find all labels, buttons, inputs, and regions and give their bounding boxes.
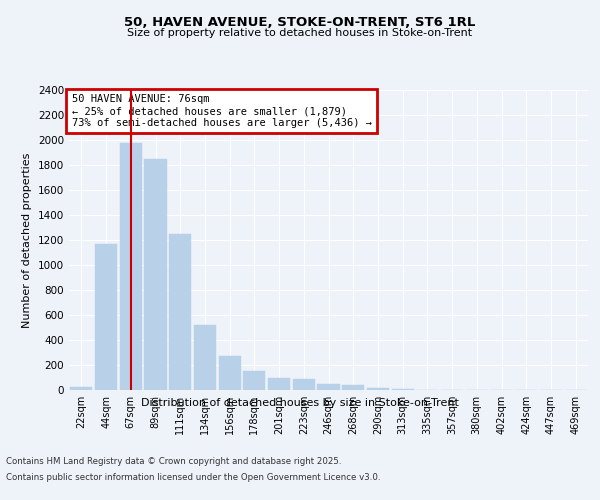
Bar xyxy=(317,384,340,390)
Bar xyxy=(243,370,265,390)
Text: 50, HAVEN AVENUE, STOKE-ON-TRENT, ST6 1RL: 50, HAVEN AVENUE, STOKE-ON-TRENT, ST6 1R… xyxy=(124,16,476,29)
Bar xyxy=(342,385,364,390)
Text: Contains public sector information licensed under the Open Government Licence v3: Contains public sector information licen… xyxy=(6,472,380,482)
Text: 50 HAVEN AVENUE: 76sqm
← 25% of detached houses are smaller (1,879)
73% of semi-: 50 HAVEN AVENUE: 76sqm ← 25% of detached… xyxy=(71,94,371,128)
Y-axis label: Number of detached properties: Number of detached properties xyxy=(22,152,32,328)
Bar xyxy=(95,244,117,390)
Bar xyxy=(367,388,389,390)
Text: Distribution of detached houses by size in Stoke-on-Trent: Distribution of detached houses by size … xyxy=(141,398,459,407)
Text: Contains HM Land Registry data © Crown copyright and database right 2025.: Contains HM Land Registry data © Crown c… xyxy=(6,458,341,466)
Bar xyxy=(194,325,216,390)
Bar xyxy=(293,379,315,390)
Text: Size of property relative to detached houses in Stoke-on-Trent: Size of property relative to detached ho… xyxy=(127,28,473,38)
Bar xyxy=(119,142,142,390)
Bar xyxy=(268,378,290,390)
Bar xyxy=(169,234,191,390)
Bar xyxy=(218,356,241,390)
Bar xyxy=(70,387,92,390)
Bar xyxy=(145,159,167,390)
